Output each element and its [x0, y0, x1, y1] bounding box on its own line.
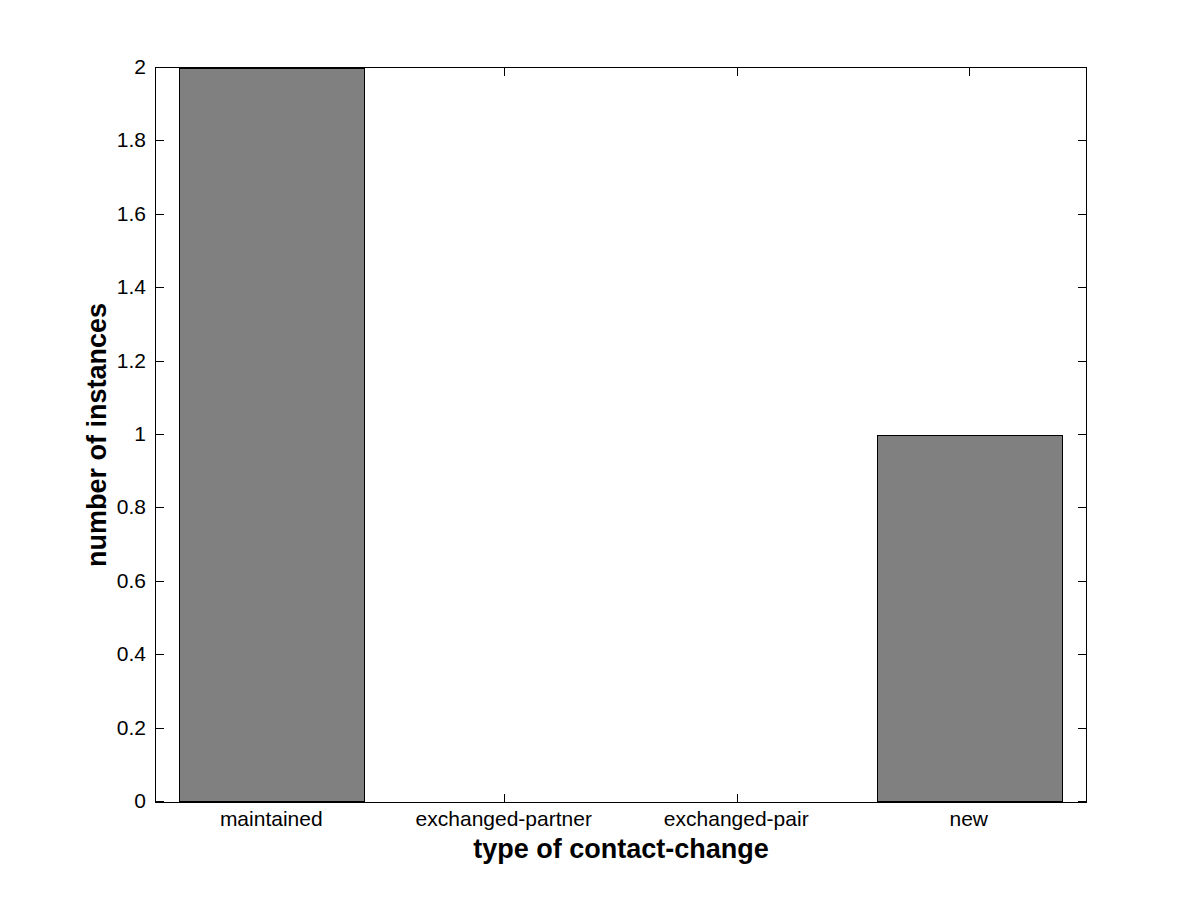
- y-tick-right: [1078, 581, 1086, 582]
- y-tick-label: 1.6: [0, 203, 146, 225]
- y-tick-right: [1078, 67, 1086, 68]
- y-tick-label: 0.6: [0, 570, 146, 592]
- x-tick-top: [737, 68, 738, 76]
- x-axis-label: type of contact-change: [155, 834, 1087, 865]
- figure: number of instances type of contact-chan…: [0, 0, 1201, 901]
- y-tick-label: 1.4: [0, 276, 146, 298]
- plot-area: [155, 67, 1087, 803]
- y-tick-left: [156, 361, 164, 362]
- y-tick-right: [1078, 654, 1086, 655]
- y-tick-right: [1078, 434, 1086, 435]
- y-tick-label: 0.2: [0, 717, 146, 739]
- y-tick-label: 1.8: [0, 129, 146, 151]
- y-tick-label: 2: [0, 56, 146, 78]
- y-tick-label: 0.4: [0, 643, 146, 665]
- y-tick-label: 1.2: [0, 350, 146, 372]
- y-tick-left: [156, 214, 164, 215]
- x-tick-top: [969, 68, 970, 76]
- y-tick-right: [1078, 728, 1086, 729]
- y-tick-right: [1078, 287, 1086, 288]
- y-tick-right: [1078, 507, 1086, 508]
- y-tick-left: [156, 67, 164, 68]
- x-tick-bottom: [504, 794, 505, 802]
- x-tick-top: [504, 68, 505, 76]
- y-tick-right: [1078, 361, 1086, 362]
- y-tick-left: [156, 728, 164, 729]
- x-tick-bottom: [737, 794, 738, 802]
- y-tick-left: [156, 434, 164, 435]
- bar-maintained: [179, 68, 365, 802]
- y-tick-left: [156, 581, 164, 582]
- x-tick-label: new: [819, 807, 1119, 831]
- y-tick-left: [156, 654, 164, 655]
- y-tick-label: 1: [0, 423, 146, 445]
- y-tick-left: [156, 507, 164, 508]
- y-tick-left: [156, 287, 164, 288]
- y-tick-left: [156, 801, 164, 802]
- y-tick-left: [156, 140, 164, 141]
- y-tick-label: 0.8: [0, 496, 146, 518]
- y-tick-right: [1078, 801, 1086, 802]
- y-tick-right: [1078, 214, 1086, 215]
- bar-new: [877, 435, 1063, 802]
- y-tick-right: [1078, 140, 1086, 141]
